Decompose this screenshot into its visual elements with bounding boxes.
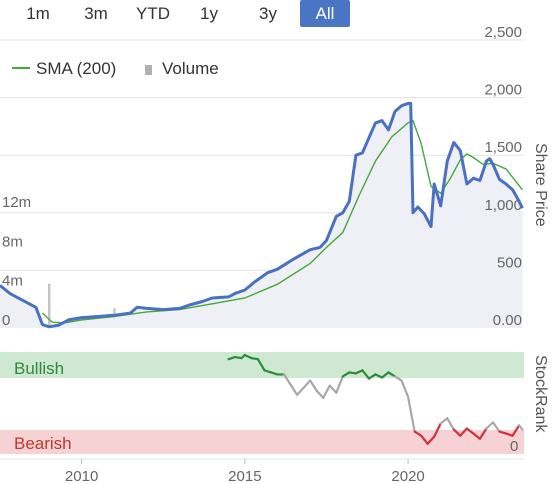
stockrank-segment — [243, 353, 253, 360]
stockrank-segment — [426, 435, 436, 445]
stockrank-segment — [400, 379, 410, 398]
stockrank-segment — [367, 373, 377, 380]
stockrank-segment — [233, 356, 243, 360]
sma-200-line — [41, 119, 523, 324]
stockrank-segment — [282, 373, 292, 386]
price-tick-label: 500 — [497, 254, 522, 271]
stockrank-segment — [227, 356, 237, 361]
stockrank-segment — [289, 383, 299, 396]
stockrank-axis-title: StockRank — [532, 355, 549, 433]
range-button-3y[interactable]: 3y — [259, 4, 277, 23]
share-price-area — [0, 103, 523, 329]
stockrank-segment — [452, 428, 462, 437]
range-button-ytd[interactable]: YTD — [136, 4, 170, 23]
stockrank-segment — [498, 430, 508, 435]
stockrank-segment — [328, 384, 338, 394]
stockrank-segment — [518, 424, 524, 431]
stockrank-tick-0: 0 — [510, 438, 518, 455]
range-button-all[interactable]: All — [300, 0, 350, 27]
stockrank-segment — [354, 369, 364, 375]
x-tick-label: 2010 — [65, 468, 98, 484]
stockrank-segment — [295, 386, 305, 396]
stockrank-segment — [374, 373, 384, 379]
volume-tick-label: 12m — [2, 194, 31, 211]
bearish-label: Bearish — [14, 434, 72, 453]
legend-volume-swatch — [145, 65, 152, 75]
stockrank-segment — [406, 395, 416, 433]
stockrank-segment — [335, 375, 344, 394]
stockrank-segment — [433, 422, 442, 438]
volume-bar — [47, 283, 51, 328]
stockrank-segment — [361, 369, 371, 380]
bullish-label: Bullish — [14, 359, 64, 378]
legend-volume-label[interactable]: Volume — [162, 59, 219, 78]
chart-legend: SMA (200) Volume — [12, 59, 219, 78]
price-tick-label: 2,500 — [484, 24, 522, 41]
stockrank-segment — [459, 427, 468, 437]
volume-tick-label: 8m — [2, 233, 23, 250]
stockrank-segment — [380, 371, 390, 379]
stockrank-segment — [341, 371, 351, 378]
stockrank-segment — [446, 417, 455, 431]
share-price-line — [0, 101, 524, 329]
stockrank-segment — [393, 375, 403, 382]
legend-sma-label[interactable]: SMA (200) — [36, 59, 116, 78]
stockrank-segment — [439, 417, 449, 425]
x-tick-label: 2020 — [391, 468, 424, 484]
range-button-1m[interactable]: 1m — [26, 4, 50, 23]
stockrank-segment — [322, 384, 331, 399]
stockrank-segment — [485, 421, 495, 430]
price-tick-label: 0.00 — [493, 312, 522, 329]
stockrank-segment — [478, 427, 488, 440]
stockrank-segment — [269, 371, 279, 376]
stockrank-segment — [263, 369, 273, 374]
volume-tick-label: 0 — [2, 312, 10, 329]
price-tick-label: 1,500 — [484, 139, 522, 156]
stockrank-segment — [309, 379, 318, 392]
bearish-band — [0, 430, 524, 454]
x-tick-label: 2015 — [228, 468, 261, 484]
stockrank-segment — [472, 432, 482, 440]
stockrank-segment — [348, 371, 357, 375]
stockrank-segment — [250, 357, 260, 361]
volume-tick-label: 4m — [2, 273, 23, 290]
stockrank-segment — [420, 434, 429, 445]
stockrank-segment — [491, 421, 501, 433]
range-button-1y[interactable]: 1y — [200, 4, 218, 23]
stockrank-segment — [315, 389, 325, 399]
stockrank-segment — [387, 371, 397, 378]
stockrank-segment — [256, 358, 266, 372]
share-price-axis-title: Share Price — [532, 143, 549, 227]
stockrank-segment — [511, 424, 521, 437]
stockrank-segment — [504, 432, 514, 437]
price-tick-label: 1,000 — [484, 197, 522, 214]
price-tick-label: 2,000 — [484, 82, 522, 99]
stockrank-segment — [413, 430, 423, 437]
stockrank-segment — [465, 427, 475, 435]
range-button-3m[interactable]: 3m — [84, 4, 108, 23]
stockrank-segment — [302, 379, 312, 389]
range-selector: 1m 3m YTD 1y 3y All — [0, 0, 380, 30]
